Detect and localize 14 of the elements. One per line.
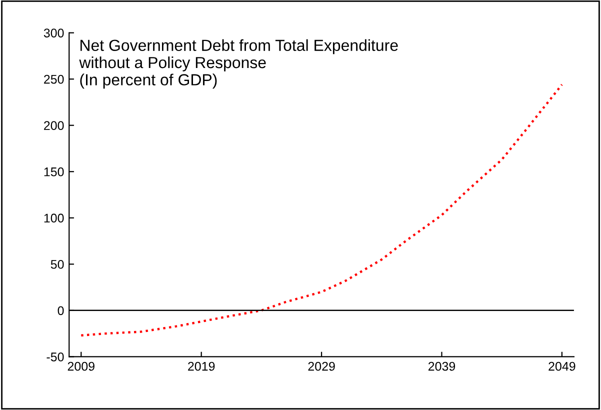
x-tick-label: 2049 <box>548 362 576 371</box>
y-tick-label: 0 <box>58 306 64 316</box>
y-tick-label: 100 <box>44 214 64 223</box>
y-tick-label: 50 <box>50 260 64 269</box>
x-tick-label: 2039 <box>428 362 456 371</box>
y-tick-label: -50 <box>46 352 64 362</box>
y-tick-label: 200 <box>44 121 64 130</box>
x-tick-label: 2009 <box>68 362 94 371</box>
text: Net Government Debt from Total Expenditure without a Policy Response (In percent of GDP) <box>79 39 398 89</box>
y-tick-label: 250 <box>44 74 64 84</box>
y-tick-label: 300 <box>44 28 64 38</box>
x-tick-label: 2029 <box>308 362 335 371</box>
y-tick-label: 150 <box>44 167 64 176</box>
x-tick-label: 2019 <box>188 362 215 371</box>
